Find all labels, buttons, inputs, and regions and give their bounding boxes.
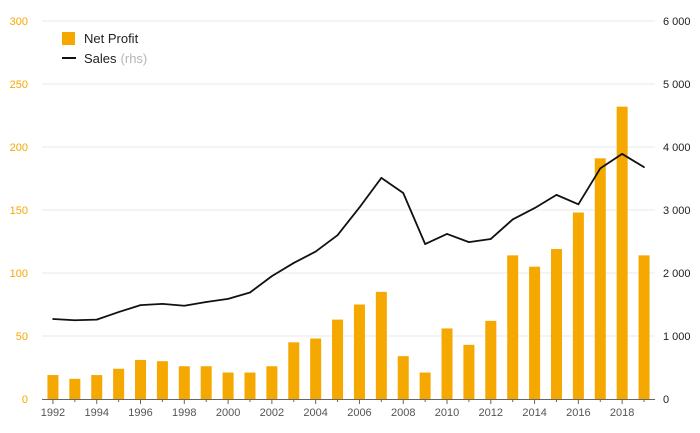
sales-point bbox=[183, 304, 186, 307]
bar bbox=[156, 361, 168, 399]
x-tick-label: 2000 bbox=[216, 407, 240, 419]
bar bbox=[507, 255, 519, 399]
sales-point bbox=[336, 234, 339, 236]
bar bbox=[332, 319, 344, 399]
x-tick-label: 1994 bbox=[84, 407, 108, 419]
bar bbox=[47, 375, 59, 399]
y-right-tick-label: 4 000 bbox=[663, 142, 691, 154]
bar bbox=[550, 249, 562, 399]
x-tick-label: 2002 bbox=[260, 407, 284, 419]
bar bbox=[572, 212, 584, 399]
x-tick-label: 1996 bbox=[128, 407, 152, 419]
sales-point bbox=[358, 206, 361, 209]
sales-point bbox=[555, 194, 558, 196]
sales-point bbox=[643, 166, 645, 168]
bar bbox=[375, 291, 387, 399]
legend-line-label: Sales bbox=[84, 50, 117, 66]
bar bbox=[244, 372, 256, 399]
bar bbox=[113, 368, 125, 399]
sales-line bbox=[52, 153, 645, 322]
sales-point bbox=[139, 304, 142, 306]
sales-point bbox=[95, 318, 98, 321]
bar bbox=[266, 366, 278, 399]
bar bbox=[69, 378, 81, 399]
y-left-tick-label: 100 bbox=[10, 268, 28, 280]
x-tick-label: 2006 bbox=[347, 407, 371, 419]
sales-point bbox=[446, 233, 448, 235]
sales-point bbox=[621, 153, 623, 155]
legend: Net Profit Sales (rhs) bbox=[62, 28, 147, 68]
y-right-tick-label: 2 000 bbox=[663, 268, 691, 280]
bar bbox=[485, 320, 497, 399]
bar bbox=[222, 372, 234, 399]
y-right-tick-label: 5 000 bbox=[663, 79, 691, 91]
bar bbox=[310, 338, 322, 399]
legend-bar-label: Net Profit bbox=[84, 30, 139, 46]
x-tick-label: 2004 bbox=[303, 407, 327, 419]
bar bbox=[441, 328, 453, 399]
legend-item-sales: Sales (rhs) bbox=[62, 48, 147, 68]
x-tick-label: 2014 bbox=[522, 407, 546, 419]
y-left-tick-label: 200 bbox=[10, 142, 28, 154]
sales-point bbox=[511, 218, 514, 221]
sales-point bbox=[577, 203, 580, 206]
sales-point bbox=[314, 250, 317, 253]
bar bbox=[594, 158, 606, 399]
bar bbox=[288, 342, 300, 399]
x-tick-label: 1992 bbox=[41, 407, 65, 419]
y-right-tick-label: 1 000 bbox=[663, 331, 691, 343]
sales-point bbox=[161, 303, 164, 305]
y-left-tick-label: 50 bbox=[16, 331, 28, 343]
sales-point bbox=[52, 318, 54, 320]
y-left-tick-label: 250 bbox=[10, 79, 28, 91]
legend-line-suffix: (rhs) bbox=[120, 50, 148, 66]
y-left-tick-label: 300 bbox=[10, 16, 28, 28]
bar bbox=[638, 255, 650, 399]
x-tick-label: 1998 bbox=[172, 407, 196, 419]
y-right-tick-label: 6 000 bbox=[663, 16, 691, 28]
bar bbox=[91, 375, 103, 399]
legend-line-swatch bbox=[62, 57, 76, 59]
sales-point bbox=[424, 243, 426, 245]
sales-point bbox=[205, 301, 207, 303]
sales-point bbox=[227, 298, 229, 300]
bar bbox=[178, 366, 190, 399]
bar bbox=[419, 372, 431, 399]
x-tick-label: 2010 bbox=[435, 407, 459, 419]
legend-bar-swatch bbox=[62, 31, 75, 45]
bar bbox=[397, 356, 409, 399]
x-tick-label: 2012 bbox=[479, 407, 503, 419]
x-tick-label: 2008 bbox=[391, 407, 415, 419]
legend-item-net-profit: Net Profit bbox=[62, 28, 147, 48]
sales-point bbox=[533, 207, 536, 209]
x-tick-label: 2016 bbox=[566, 407, 590, 419]
sales-point bbox=[249, 291, 251, 294]
sales-point bbox=[468, 241, 470, 243]
sales-point bbox=[490, 238, 492, 240]
bar bbox=[353, 304, 365, 399]
sales-point bbox=[599, 167, 602, 170]
y-right-tick-label: 3 000 bbox=[663, 205, 691, 217]
y-left-tick-label: 0 bbox=[22, 394, 28, 406]
bar bbox=[135, 359, 147, 399]
sales-point bbox=[271, 275, 273, 277]
bar bbox=[529, 266, 541, 399]
y-left-tick-label: 150 bbox=[10, 205, 28, 217]
x-tick-label: 2018 bbox=[610, 407, 634, 419]
bar bbox=[616, 106, 628, 400]
sales-point bbox=[292, 262, 295, 264]
sales-point bbox=[380, 177, 383, 179]
bar bbox=[463, 344, 475, 399]
y-right-tick-label: 0 bbox=[663, 394, 669, 406]
bar bbox=[200, 366, 212, 399]
sales-point bbox=[117, 311, 120, 313]
sales-point bbox=[74, 319, 76, 322]
sales-point bbox=[402, 192, 405, 194]
